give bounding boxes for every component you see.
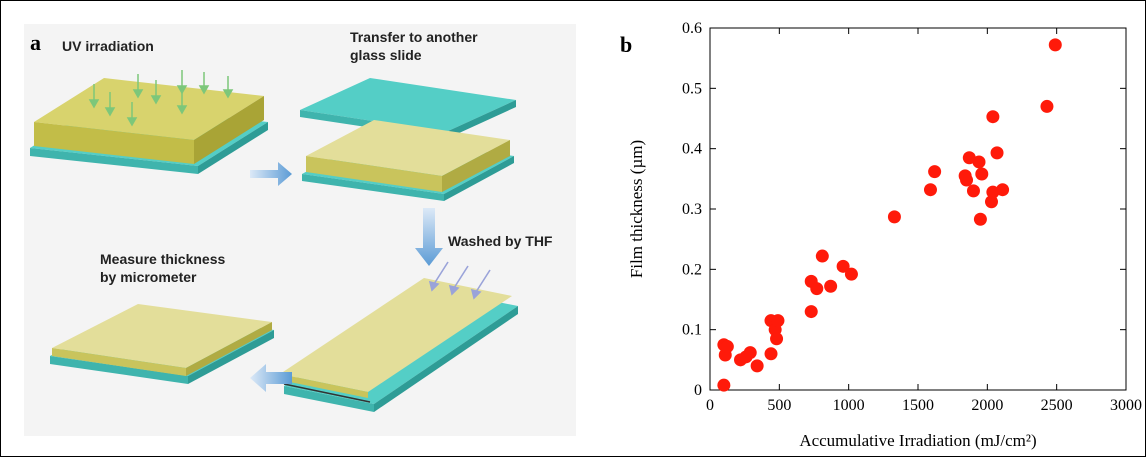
data-point bbox=[804, 305, 818, 319]
data-point bbox=[928, 165, 942, 179]
left-arrow-icon bbox=[250, 364, 292, 392]
uv-irradiation-label: UV irradiation bbox=[62, 38, 154, 54]
data-point bbox=[887, 210, 901, 224]
data-point bbox=[1040, 99, 1054, 113]
uv-rays-icon bbox=[88, 70, 234, 127]
y-tick-label: 0.1 bbox=[682, 322, 702, 339]
data-point bbox=[720, 340, 734, 354]
data-point bbox=[923, 183, 937, 197]
data-point bbox=[986, 185, 1000, 199]
data-point bbox=[750, 359, 764, 373]
data-point bbox=[960, 173, 974, 187]
panel-b-letter: b bbox=[620, 32, 633, 57]
data-point bbox=[764, 347, 778, 361]
transfer-bottom-slab bbox=[302, 120, 514, 201]
x-tick-label: 2000 bbox=[971, 397, 1003, 414]
x-tick-label: 500 bbox=[767, 397, 791, 414]
panel-a-letter: a bbox=[30, 30, 41, 55]
washed-slab bbox=[280, 278, 518, 412]
x-axis-label: Accumulative Irradiation (mJ/cm²) bbox=[799, 431, 1036, 450]
data-point bbox=[824, 279, 838, 293]
y-tick-label: 0.4 bbox=[682, 141, 702, 158]
transfer-label-line1: Transfer to another bbox=[350, 29, 478, 45]
data-point bbox=[815, 249, 829, 263]
data-point bbox=[836, 259, 850, 273]
data-point bbox=[1048, 38, 1062, 52]
data-point bbox=[986, 110, 1000, 124]
data-point bbox=[984, 195, 998, 209]
data-point bbox=[770, 332, 784, 346]
data-point bbox=[996, 183, 1010, 197]
data-point bbox=[962, 151, 976, 165]
data-point bbox=[717, 378, 731, 392]
data-point bbox=[810, 282, 824, 296]
thf-wash-arrows-icon bbox=[428, 261, 491, 300]
data-point bbox=[771, 314, 785, 328]
y-tick-label: 0.6 bbox=[682, 20, 702, 37]
right-arrow-icon bbox=[250, 162, 292, 186]
x-tick-label: 1500 bbox=[902, 397, 934, 414]
x-tick-label: 2500 bbox=[1041, 397, 1073, 414]
y-tick-label: 0 bbox=[694, 382, 702, 399]
x-tick-label: 0 bbox=[706, 397, 714, 414]
data-point bbox=[973, 212, 987, 226]
data-point bbox=[743, 346, 757, 360]
y-axis-ticks: 0 0.1 0.2 0.3 0.4 0.5 0.6 bbox=[682, 20, 1126, 399]
x-tick-label: 1000 bbox=[833, 397, 865, 414]
y-axis-label: Film thickness (µm) bbox=[627, 140, 646, 278]
data-point bbox=[844, 267, 858, 281]
data-point bbox=[966, 184, 980, 198]
measure-slab bbox=[50, 304, 274, 384]
y-tick-label: 0.5 bbox=[682, 80, 702, 97]
uv-irradiation-slab bbox=[30, 78, 268, 174]
data-point bbox=[990, 146, 1004, 160]
measure-label-line1: Measure thickness bbox=[100, 251, 226, 267]
wash-label: Washed by THF bbox=[448, 233, 553, 249]
data-point bbox=[975, 167, 989, 181]
measure-label-line2: by micrometer bbox=[100, 269, 197, 285]
data-point bbox=[972, 155, 986, 169]
y-tick-label: 0.2 bbox=[682, 261, 702, 278]
transfer-label-line2: glass slide bbox=[350, 47, 422, 63]
down-arrow-icon bbox=[415, 208, 443, 266]
x-axis-ticks: 0 500 1000 1500 2000 2500 3000 bbox=[706, 28, 1142, 414]
y-tick-label: 0.3 bbox=[682, 201, 702, 218]
x-tick-label: 3000 bbox=[1110, 397, 1142, 414]
data-points bbox=[717, 38, 1062, 392]
